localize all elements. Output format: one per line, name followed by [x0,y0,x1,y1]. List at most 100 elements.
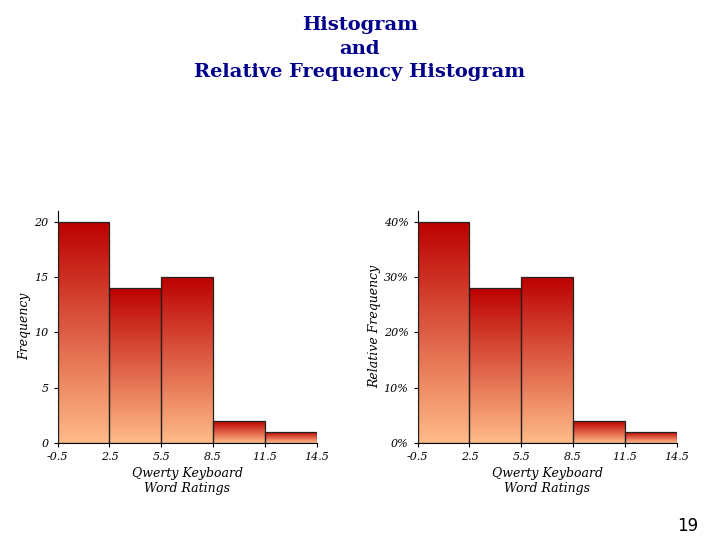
Bar [418,276,469,277]
Bar [469,386,521,387]
Bar [161,415,213,416]
Bar [58,225,109,226]
Bar [418,231,469,232]
Bar [58,319,109,320]
Bar [469,406,521,407]
Bar [469,312,521,313]
Bar [521,424,573,426]
Bar [469,430,521,431]
Bar [521,408,573,409]
Bar [58,355,109,356]
Bar [109,391,161,392]
Bar [161,326,213,327]
Bar [418,333,469,334]
Bar [521,373,573,374]
X-axis label: Qwerty Keyboard
Word Ratings: Qwerty Keyboard Word Ratings [132,468,243,495]
Bar [161,328,213,329]
Bar [521,294,573,295]
Bar [58,285,109,286]
Bar [469,343,521,344]
Bar [418,312,469,313]
Bar [109,367,161,368]
Bar [161,372,213,373]
Bar [418,342,469,343]
Bar [58,260,109,261]
Bar [109,339,161,340]
Bar [109,304,161,305]
Bar [521,374,573,375]
Bar [58,359,109,360]
Bar [109,432,161,433]
Bar [418,275,469,276]
Bar [161,290,213,291]
Bar [109,362,161,363]
Bar [58,289,109,290]
Bar [58,311,109,312]
Bar [161,277,213,443]
Bar [58,293,109,294]
Bar [469,322,521,323]
Bar [58,227,109,228]
Bar [521,354,573,355]
Bar [469,418,521,419]
Bar [521,386,573,387]
Bar [521,392,573,393]
Bar [109,299,161,300]
Bar [161,297,213,298]
Bar [109,401,161,402]
Bar [418,438,469,440]
Bar [161,280,213,281]
Bar [418,318,469,319]
Bar [58,247,109,248]
Bar [161,394,213,395]
Bar [161,381,213,382]
Bar [418,260,469,261]
Bar [109,422,161,423]
Bar [469,348,521,349]
Bar [161,355,213,356]
Bar [521,347,573,348]
Bar [521,360,573,361]
Bar [58,236,109,237]
Bar [58,350,109,351]
Bar [58,422,109,423]
Bar [418,392,469,393]
Bar [161,416,213,417]
Bar [109,350,161,352]
Bar [469,354,521,355]
Bar [161,411,213,412]
Bar [521,421,573,422]
Bar [58,383,109,384]
Bar [161,299,213,300]
Bar [418,272,469,273]
Bar [109,427,161,428]
Bar [521,376,573,377]
Bar [418,284,469,285]
Bar [58,264,109,265]
Bar [58,330,109,331]
Bar [469,441,521,442]
Bar [109,392,161,393]
Bar [161,389,213,390]
Bar [58,284,109,285]
X-axis label: Qwerty Keyboard
Word Ratings: Qwerty Keyboard Word Ratings [492,468,603,495]
Bar [418,296,469,297]
Bar [109,408,161,409]
Bar [418,298,469,299]
Bar [521,357,573,358]
Bar [521,388,573,389]
Bar [469,389,521,390]
Bar [161,332,213,333]
Bar [521,312,573,313]
Bar [161,320,213,321]
Bar [418,356,469,357]
Bar [521,437,573,438]
Bar [521,334,573,335]
Bar [418,225,469,226]
Bar [109,440,161,441]
Bar [58,334,109,335]
Bar [521,418,573,420]
Bar [161,343,213,344]
Bar [161,392,213,393]
Bar [109,402,161,403]
